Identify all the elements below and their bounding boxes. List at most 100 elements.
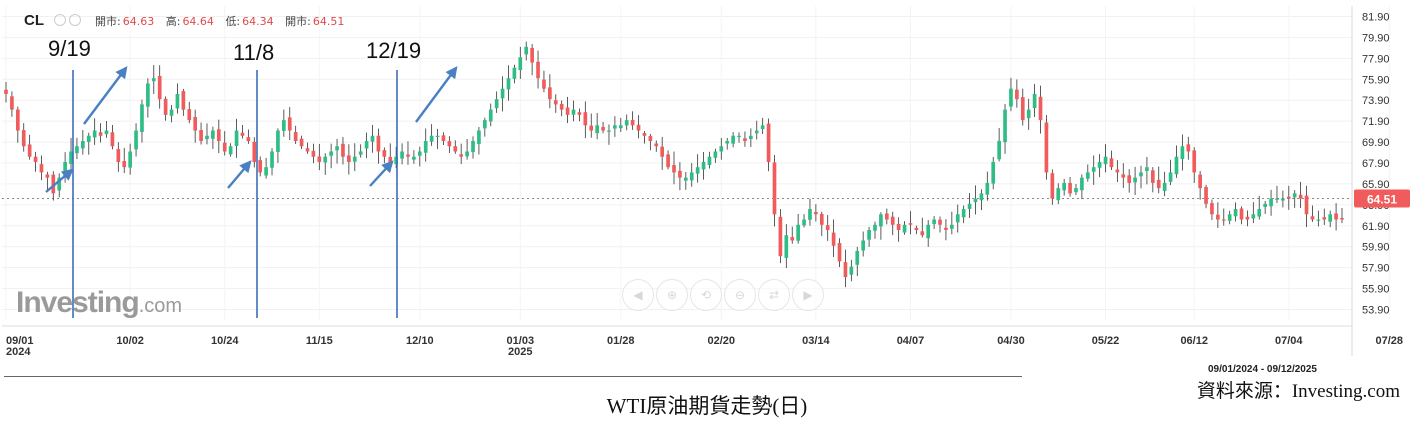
candle [1239, 206, 1244, 225]
candle-body [299, 138, 304, 147]
candle-body [228, 146, 233, 155]
candle [234, 118, 239, 158]
candle [175, 83, 180, 114]
date-tick-year: 2024 [6, 346, 31, 358]
candle [1298, 181, 1303, 209]
candle [542, 70, 546, 93]
candle [766, 118, 771, 172]
candle [719, 138, 724, 160]
candle [86, 132, 91, 155]
arrow-left-icon[interactable]: ◀ [622, 279, 654, 311]
candle-body [128, 151, 132, 168]
candle [861, 231, 866, 257]
candle [157, 65, 162, 109]
candle-body [429, 135, 434, 142]
candle-body [1186, 144, 1191, 152]
candle-body [1074, 188, 1078, 193]
candle [33, 151, 38, 172]
last-price-value: 64.51 [1367, 192, 1397, 206]
annotation-label-sep: 9/19 [48, 36, 91, 61]
candle [81, 130, 85, 155]
candle-body [796, 224, 800, 241]
price-tick-label: 67.90 [1362, 158, 1390, 170]
candle-body [831, 232, 836, 246]
candle-body [1050, 173, 1055, 199]
candle-body [216, 129, 221, 142]
candle [423, 128, 428, 162]
candle-body [772, 162, 777, 215]
candle [1074, 183, 1078, 196]
source-note: 資料來源：Investing.com [1196, 381, 1400, 402]
candle-body [151, 78, 156, 82]
candle [1097, 154, 1102, 178]
candle-body [613, 125, 617, 129]
candle [1127, 169, 1132, 193]
logo-brand: Investing [16, 286, 140, 319]
arrow-right-icon[interactable]: ▶ [792, 279, 824, 311]
zoom-in-icon[interactable]: ⊕ [656, 279, 688, 311]
candle [1003, 103, 1007, 154]
candle [666, 150, 670, 170]
candle [1062, 178, 1066, 196]
candle [98, 123, 103, 143]
candle-body [932, 219, 936, 225]
candle [506, 65, 511, 101]
candle [15, 106, 20, 143]
candle [938, 216, 942, 233]
candle-body [1198, 174, 1202, 189]
candle-body [282, 120, 286, 131]
candle [1174, 145, 1179, 178]
candle-body [358, 151, 363, 155]
candle-body [465, 151, 469, 157]
candle-body [524, 46, 529, 55]
candle [1292, 190, 1297, 208]
candle [370, 125, 375, 153]
candle-body [1316, 219, 1321, 221]
candle [1245, 210, 1250, 227]
candle-body [595, 125, 599, 134]
candle [630, 111, 635, 130]
candle [518, 46, 523, 79]
candle-body [494, 99, 499, 109]
candle [1091, 155, 1096, 185]
reset-icon[interactable]: ⟲ [690, 279, 722, 311]
zoom-out-icon[interactable]: ⊖ [724, 279, 756, 311]
candle-body [1269, 198, 1273, 207]
candle [1216, 202, 1220, 228]
candle [950, 211, 954, 235]
candle [92, 118, 97, 145]
annotation-markers [45, 66, 458, 318]
settings-icon[interactable] [68, 14, 81, 26]
candle [1192, 147, 1197, 183]
candle [1150, 167, 1155, 193]
date-tick-label: 07/04 [1275, 335, 1303, 347]
date-tick-label: 05/22 [1092, 335, 1120, 347]
candle-body [683, 177, 688, 181]
candle [382, 147, 387, 164]
candle-body [553, 100, 558, 105]
refresh-icon[interactable]: ⇄ [758, 279, 790, 311]
candle-body [92, 130, 97, 138]
date-tick-label: 04/30 [997, 335, 1025, 347]
candle [1198, 170, 1202, 200]
candle-body [122, 161, 127, 168]
candle-body [1275, 198, 1279, 200]
candle-body [146, 83, 150, 107]
candle [1162, 171, 1167, 197]
candle [654, 140, 659, 152]
candle-body [329, 151, 333, 156]
candle [831, 219, 836, 257]
candle [388, 143, 393, 172]
candle-body [406, 154, 410, 157]
candle [536, 50, 540, 89]
candle [1233, 202, 1238, 222]
candle [1204, 184, 1208, 209]
candle [1085, 164, 1090, 182]
candle [1032, 83, 1037, 118]
candle-body [134, 130, 138, 150]
candle-body [737, 135, 741, 137]
visibility-icon[interactable] [53, 14, 66, 26]
candle [896, 217, 901, 242]
candle-body [849, 266, 854, 275]
candle [624, 114, 629, 131]
